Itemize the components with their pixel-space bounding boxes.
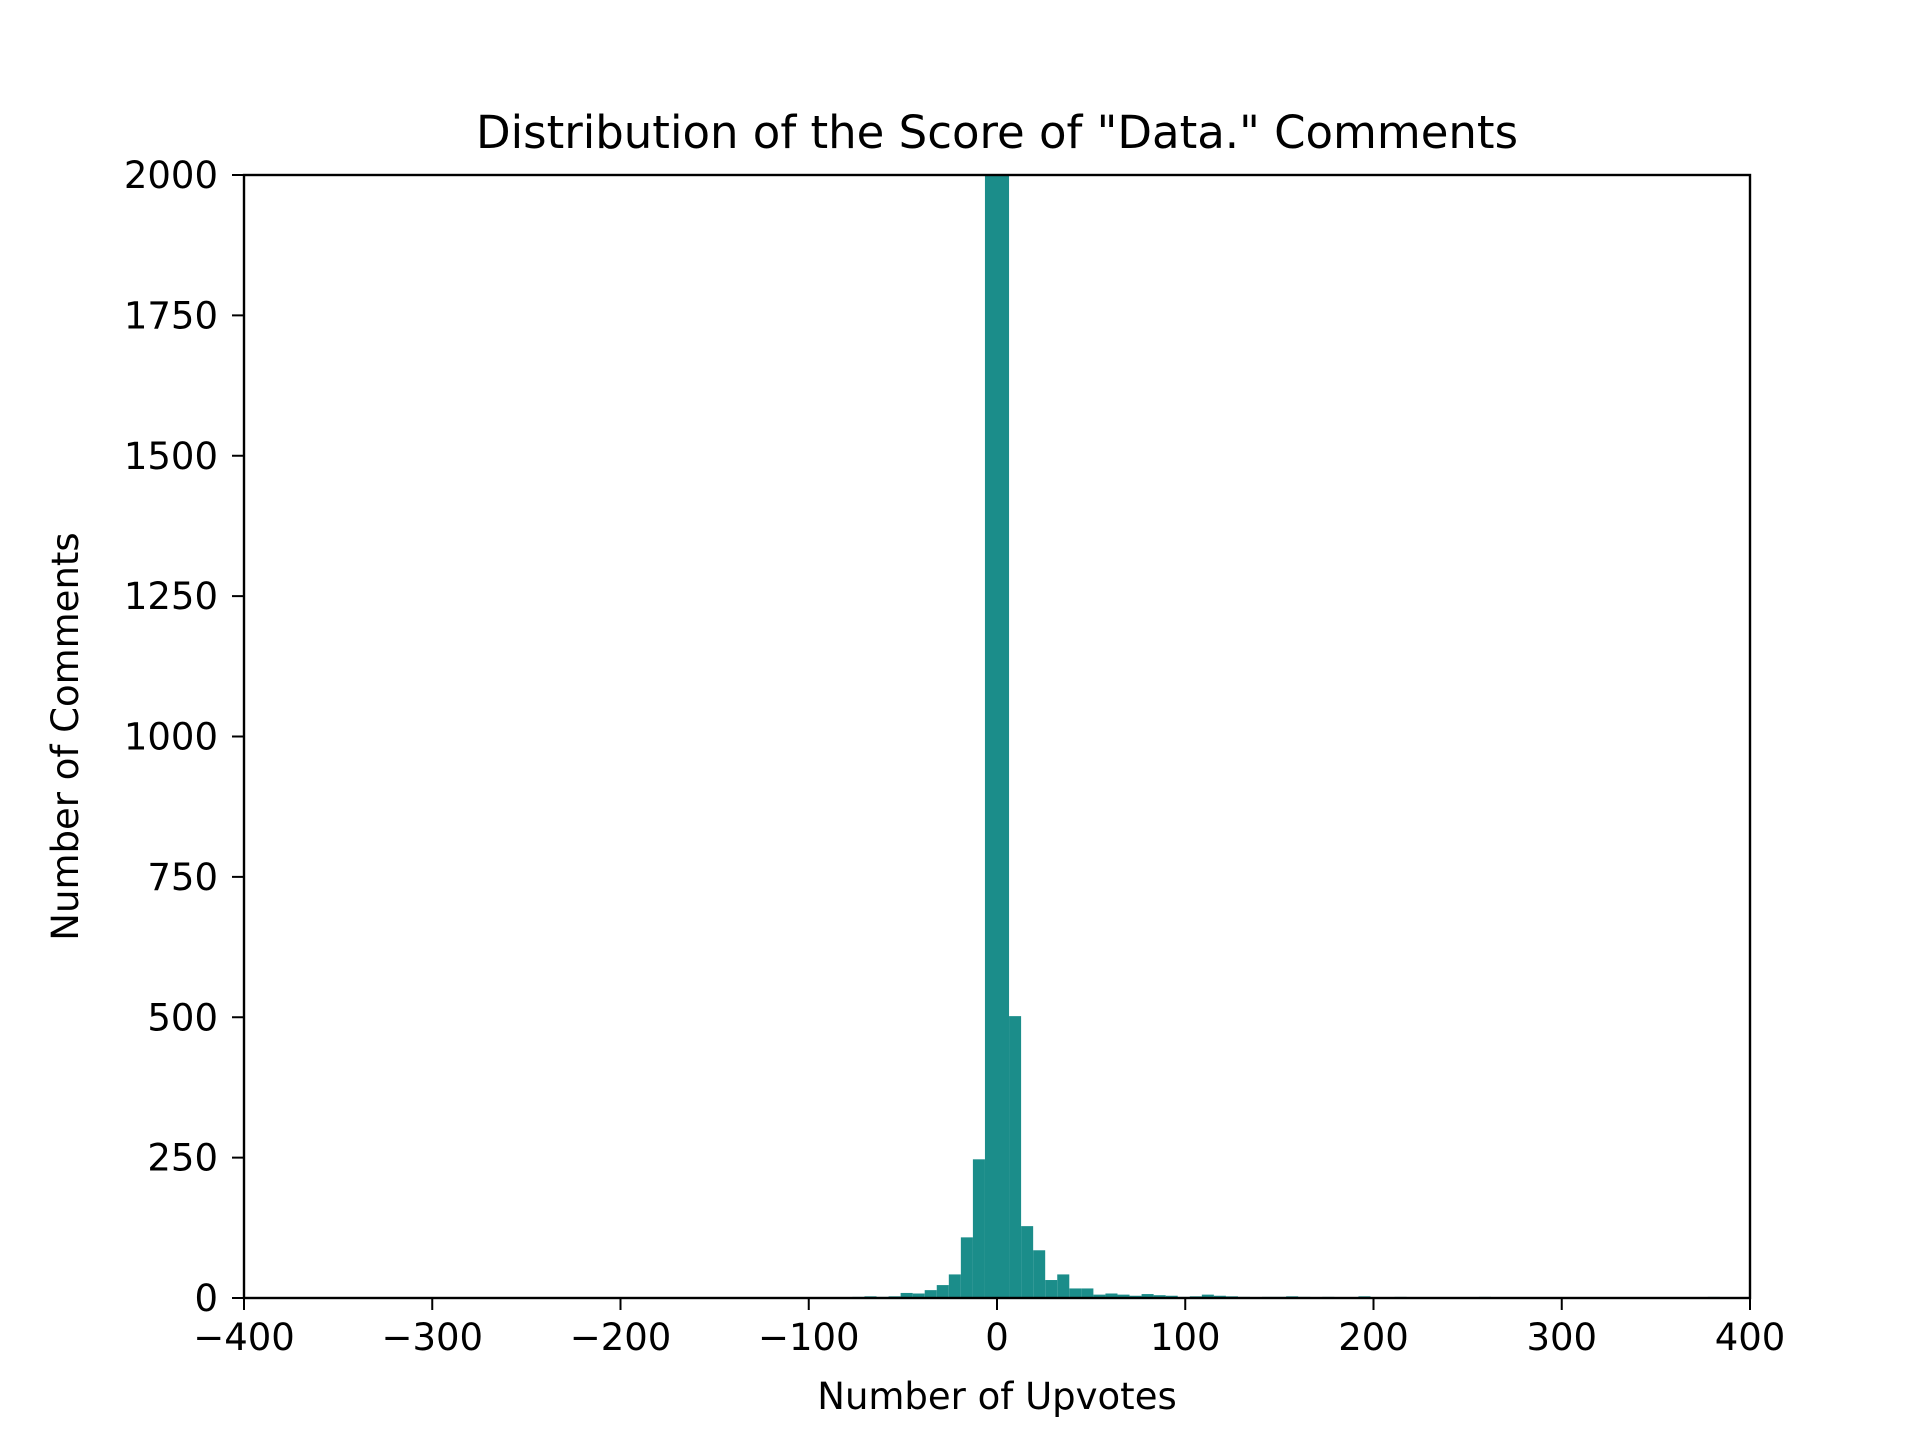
- histogram-bar: [1117, 1294, 1130, 1298]
- histogram-bar: [997, 175, 1010, 1298]
- y-tick-label: 250: [147, 1137, 218, 1180]
- x-tick-label: 100: [1150, 1316, 1221, 1359]
- y-tick-label: 0: [194, 1277, 218, 1320]
- histogram-bar: [1093, 1294, 1106, 1298]
- x-axis-ticks: −400 −300 −200 −100 0 100 200 300 400: [193, 1298, 1785, 1359]
- histogram-bar: [1045, 1280, 1058, 1298]
- y-axis-label: Number of Comments: [44, 532, 87, 940]
- y-tick-label: 1250: [124, 575, 218, 618]
- histogram-bar: [936, 1285, 949, 1298]
- histogram-bar: [1009, 1016, 1022, 1298]
- x-tick-label: 0: [985, 1316, 1009, 1359]
- histogram-bar: [972, 1159, 985, 1298]
- histogram-bars: [828, 175, 1720, 1298]
- histogram-bar: [1081, 1288, 1094, 1298]
- x-tick-label: −400: [193, 1316, 295, 1359]
- histogram-bar: [1201, 1294, 1214, 1298]
- y-tick-label: 2000: [124, 154, 218, 197]
- histogram-bar: [1021, 1226, 1034, 1298]
- histogram-bar: [1153, 1295, 1166, 1298]
- histogram-bar: [1069, 1288, 1082, 1298]
- x-tick-label: −300: [381, 1316, 483, 1359]
- y-axis-ticks: 0 250 500 750 1000 1250 1500 1750 2000: [124, 154, 244, 1320]
- x-axis-label: Number of Upvotes: [817, 1375, 1176, 1418]
- x-tick-label: −100: [758, 1316, 860, 1359]
- histogram-bar: [960, 1237, 973, 1298]
- histogram-bar: [1105, 1293, 1118, 1298]
- y-tick-label: 1500: [124, 435, 218, 478]
- histogram-bar: [1141, 1294, 1154, 1298]
- y-tick-label: 750: [147, 856, 218, 899]
- histogram-bar: [924, 1290, 937, 1298]
- chart-title: Distribution of the Score of "Data." Com…: [476, 106, 1518, 159]
- x-tick-label: 400: [1715, 1316, 1786, 1359]
- histogram-bar: [984, 175, 997, 1298]
- histogram-bar: [900, 1292, 913, 1298]
- x-tick-label: 300: [1526, 1316, 1597, 1359]
- x-tick-label: 200: [1338, 1316, 1409, 1359]
- histogram-bar: [948, 1274, 961, 1298]
- x-tick-label: −200: [570, 1316, 672, 1359]
- y-tick-label: 1000: [124, 716, 218, 759]
- histogram-bar: [912, 1293, 925, 1298]
- histogram-bar: [1057, 1274, 1070, 1298]
- y-tick-label: 500: [147, 996, 218, 1039]
- y-tick-label: 1750: [124, 294, 218, 337]
- histogram-bar: [1033, 1250, 1046, 1298]
